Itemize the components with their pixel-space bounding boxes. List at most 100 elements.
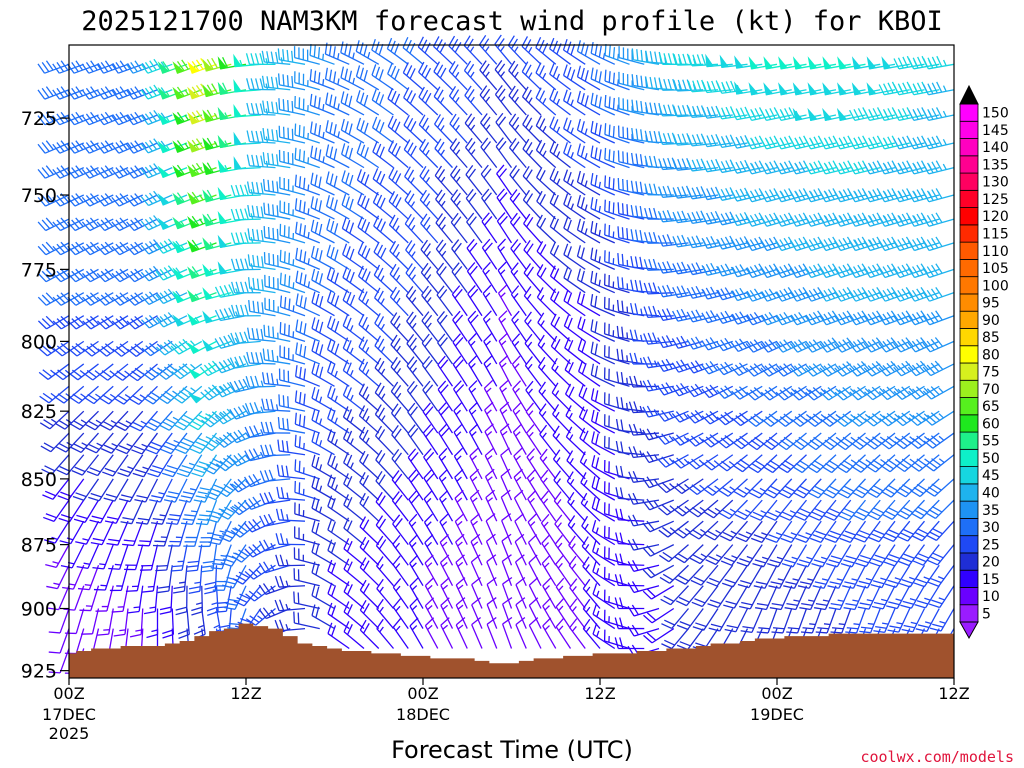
barb-half	[285, 603, 289, 611]
barb-full	[319, 296, 324, 308]
barb-full	[528, 577, 539, 586]
wind-barb	[279, 200, 306, 220]
barb-half	[396, 368, 402, 374]
wind-barb	[294, 198, 320, 220]
wind-barb	[376, 618, 394, 649]
barb-full	[117, 394, 128, 402]
barb-half	[556, 178, 561, 185]
barb-full	[279, 249, 282, 262]
wind-barb	[186, 544, 203, 573]
barb-full	[45, 563, 57, 568]
barb-full	[648, 258, 653, 271]
barb-full	[87, 393, 98, 402]
barb-full	[311, 339, 316, 352]
barb-half	[571, 563, 577, 570]
barb-full	[262, 607, 271, 618]
barb-full	[303, 177, 306, 190]
barb-full	[119, 60, 128, 71]
wind-barb	[69, 385, 99, 404]
wind-barb	[615, 532, 645, 546]
barb-full	[455, 597, 466, 606]
barb-full	[315, 522, 320, 535]
barb-full	[313, 95, 317, 108]
barb-full	[620, 419, 624, 431]
wind-barb	[566, 450, 586, 480]
barb-full	[85, 167, 95, 177]
barb-full	[70, 446, 82, 454]
barb-full	[75, 541, 87, 545]
wind-barb	[325, 171, 350, 196]
barb-full	[69, 423, 81, 431]
barb-full	[594, 272, 598, 285]
wind-barb	[484, 401, 498, 434]
wind-barb	[617, 202, 645, 220]
barb-half	[653, 360, 658, 367]
barb-full	[182, 491, 195, 495]
barb-full	[330, 270, 336, 282]
barb-full	[419, 138, 426, 150]
barb-full	[56, 270, 66, 280]
wind-barb	[176, 454, 203, 478]
barb-flag	[172, 314, 185, 327]
barb-full	[511, 89, 519, 100]
barb-full	[358, 336, 365, 348]
wind-barb	[311, 496, 335, 522]
barb-flag	[217, 106, 228, 121]
barb-full	[230, 332, 236, 344]
barb-full	[648, 232, 653, 244]
barb-full	[409, 577, 419, 587]
barb-full	[374, 357, 382, 369]
barb-half	[140, 420, 147, 425]
barb-full	[246, 154, 251, 166]
barb-half	[584, 152, 588, 160]
barb-half	[653, 431, 658, 438]
wind-barb	[42, 478, 70, 500]
barb-full	[448, 60, 456, 72]
wind-barb	[99, 410, 129, 431]
barb-full	[90, 343, 100, 352]
barb-full	[372, 141, 378, 153]
wind-barb	[535, 115, 557, 144]
barb-half	[195, 602, 203, 605]
barb-full	[566, 450, 574, 461]
barb-full	[167, 265, 177, 275]
barb-full	[582, 556, 590, 567]
barb-full	[158, 424, 170, 431]
barb-full	[565, 426, 573, 438]
wind-barb	[274, 599, 306, 612]
barb-full	[378, 453, 386, 464]
barb-full	[205, 440, 216, 449]
barb-full	[227, 358, 235, 369]
wind-barb	[67, 340, 99, 357]
wind-barb	[440, 617, 454, 649]
barb-full	[199, 514, 211, 517]
barb-full	[46, 585, 58, 590]
barb-full	[376, 170, 382, 182]
barb-full	[39, 395, 50, 404]
barb-full	[318, 176, 322, 188]
barb-full	[96, 89, 105, 100]
barb-full	[195, 110, 204, 121]
barb-half	[543, 498, 549, 504]
wind-barb	[199, 360, 232, 377]
wind-barb	[127, 340, 158, 357]
barb-half	[395, 563, 401, 569]
barb-flag	[202, 237, 214, 251]
barb-full	[619, 532, 624, 544]
wind-barb	[590, 409, 616, 434]
barb-half	[350, 416, 354, 423]
barb-full	[270, 76, 274, 89]
barb-full	[237, 478, 247, 488]
wind-barb	[439, 534, 454, 566]
barb-half	[381, 415, 386, 422]
wind-barb	[563, 117, 586, 144]
wind-barb	[172, 267, 202, 280]
barb-full	[85, 142, 94, 152]
barb-full	[294, 412, 297, 425]
barb-full	[255, 130, 260, 143]
barb-half	[231, 483, 238, 488]
barb-full	[235, 304, 240, 317]
wind-barb	[500, 489, 513, 522]
wind-barb	[501, 576, 513, 609]
barb-full	[89, 467, 101, 473]
